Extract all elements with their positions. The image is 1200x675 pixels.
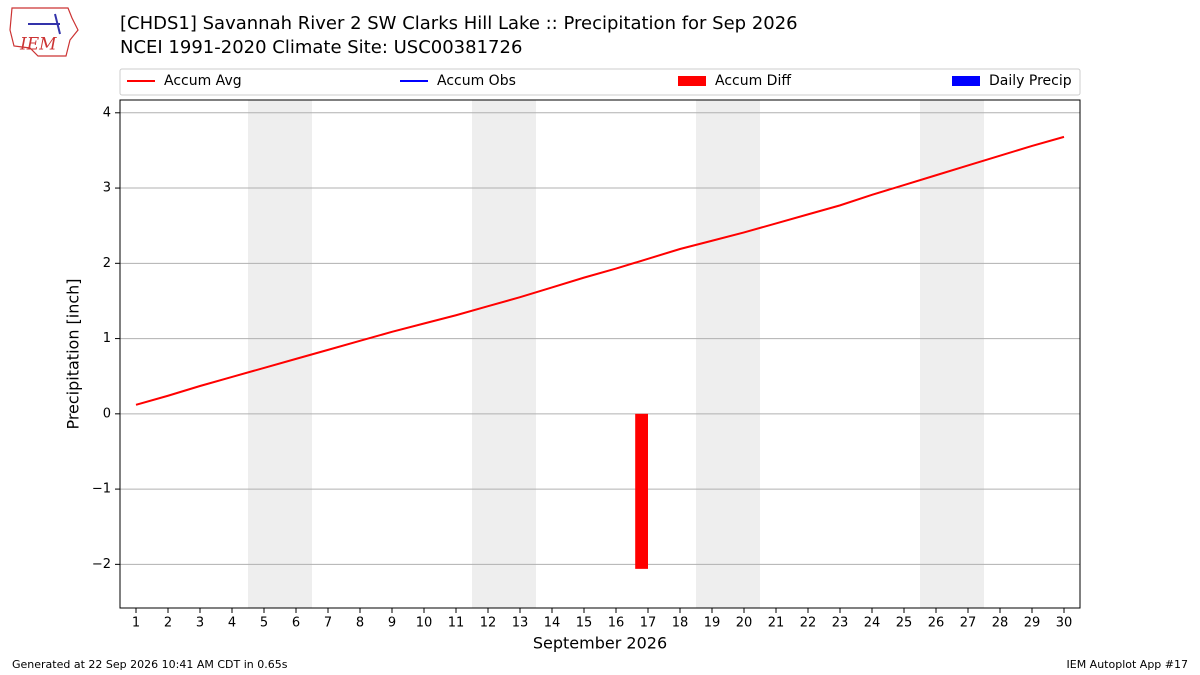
y-axis-label: Precipitation [inch]	[64, 278, 83, 429]
x-tick-label: 28	[992, 616, 1009, 631]
x-tick-label: 14	[544, 616, 561, 631]
x-tick-label: 13	[512, 616, 529, 631]
x-tick-label: 7	[324, 616, 332, 631]
x-tick-label: 22	[800, 616, 817, 631]
x-tick-label: 21	[768, 616, 785, 631]
logo: IEM	[9, 7, 79, 57]
x-tick-label: 8	[356, 616, 364, 631]
legend-label: Accum Obs	[437, 73, 516, 89]
x-tick-label: 12	[480, 616, 497, 631]
x-tick-label: 5	[260, 616, 268, 631]
x-tick-label: 24	[864, 616, 881, 631]
weekend-span	[248, 100, 312, 608]
plot-frame	[119, 99, 1081, 609]
y-tick-label: −1	[92, 482, 111, 497]
legend-marker	[952, 76, 980, 86]
footer-right: IEM Autoplot App #17	[1067, 658, 1189, 671]
x-tick-label: 15	[576, 616, 593, 631]
legend-label: Daily Precip	[989, 73, 1072, 89]
series-line	[135, 135, 1065, 406]
x-tick-label: 20	[736, 616, 753, 631]
y-tick-label: 1	[103, 331, 111, 346]
x-tick-label: 25	[896, 616, 913, 631]
x-tick-label: 29	[1024, 616, 1041, 631]
y-tick-label: −2	[92, 557, 111, 572]
x-tick-label: 1	[132, 616, 140, 631]
logo-icon	[54, 13, 61, 35]
x-tick-label: 9	[388, 616, 396, 631]
weekend-span	[472, 100, 536, 608]
x-tick-label: 23	[832, 616, 849, 631]
x-tick-label: 10	[416, 616, 433, 631]
footer-left: Generated at 22 Sep 2026 10:41 AM CDT in…	[12, 658, 288, 671]
x-tick-label: 27	[960, 616, 977, 631]
x-axis-label: September 2026	[533, 634, 667, 653]
x-tick-label: 19	[704, 616, 721, 631]
y-tick-label: 3	[103, 181, 111, 196]
x-tick-label: 17	[640, 616, 657, 631]
bar	[635, 413, 648, 569]
y-tick-label: 4	[103, 105, 111, 120]
legend-label: Accum Diff	[715, 73, 791, 89]
chart-subtitle: NCEI 1991-2020 Climate Site: USC00381726	[120, 37, 522, 58]
weekend-span	[696, 100, 760, 608]
legend-label: Accum Avg	[164, 73, 242, 89]
x-tick-label: 18	[672, 616, 689, 631]
legend-marker	[678, 76, 706, 86]
x-tick-label: 4	[228, 616, 236, 631]
chart-title: [CHDS1] Savannah River 2 SW Clarks Hill …	[120, 13, 798, 34]
x-tick-label: 3	[196, 616, 204, 631]
x-tick-label: 6	[292, 616, 300, 631]
y-tick-label: 0	[103, 406, 111, 421]
x-tick-label: 16	[608, 616, 625, 631]
x-tick-label: 2	[164, 616, 172, 631]
weekend-span	[920, 100, 984, 608]
x-tick-label: 11	[448, 616, 465, 631]
x-tick-label: 30	[1056, 616, 1073, 631]
legend	[119, 68, 1081, 96]
logo-outline	[9, 7, 79, 57]
y-tick-label: 2	[103, 256, 111, 271]
x-tick-label: 26	[928, 616, 945, 631]
logo-text: IEM	[19, 35, 57, 55]
